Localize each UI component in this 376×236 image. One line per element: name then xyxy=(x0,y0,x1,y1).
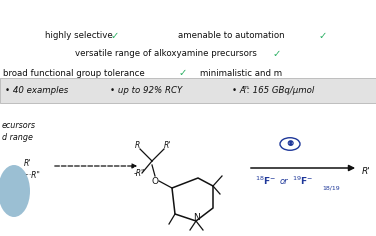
Text: d range: d range xyxy=(2,134,33,143)
Text: highly selective: highly selective xyxy=(45,31,113,41)
Text: or: or xyxy=(280,177,289,185)
Text: $^{19}$F$^{-}$: $^{19}$F$^{-}$ xyxy=(292,175,313,187)
Text: • up to 92% RCY: • up to 92% RCY xyxy=(110,86,182,95)
Text: : 165 GBq/μmol: : 165 GBq/μmol xyxy=(247,86,314,95)
FancyBboxPatch shape xyxy=(0,78,376,103)
Text: ⚉: ⚉ xyxy=(286,139,294,148)
Text: $^{18}$F$^{-}$: $^{18}$F$^{-}$ xyxy=(255,175,276,187)
Text: versatile range of alkoxyamine precursors: versatile range of alkoxyamine precursor… xyxy=(75,50,257,59)
Text: minimalistic and m: minimalistic and m xyxy=(200,68,282,77)
Text: amenable to automation: amenable to automation xyxy=(178,31,285,41)
Text: ✓: ✓ xyxy=(110,31,118,41)
Text: m: m xyxy=(243,85,249,90)
Text: broad functional group tolerance: broad functional group tolerance xyxy=(3,68,145,77)
Text: ecursors: ecursors xyxy=(2,122,36,131)
Text: N: N xyxy=(193,214,199,223)
Text: O: O xyxy=(152,177,159,185)
Text: ✓: ✓ xyxy=(178,68,186,78)
Text: • A: • A xyxy=(232,86,246,95)
Text: R': R' xyxy=(362,167,371,176)
Text: ✓: ✓ xyxy=(272,49,280,59)
Text: • 40 examples: • 40 examples xyxy=(5,86,68,95)
Text: -R": -R" xyxy=(133,169,145,178)
Ellipse shape xyxy=(0,165,30,217)
Text: 18/19: 18/19 xyxy=(322,185,340,190)
Text: R': R' xyxy=(24,160,31,169)
Text: R: R xyxy=(134,142,139,151)
Text: ···R": ···R" xyxy=(24,172,40,181)
Text: ✓: ✓ xyxy=(318,31,326,41)
Text: R': R' xyxy=(163,142,171,151)
